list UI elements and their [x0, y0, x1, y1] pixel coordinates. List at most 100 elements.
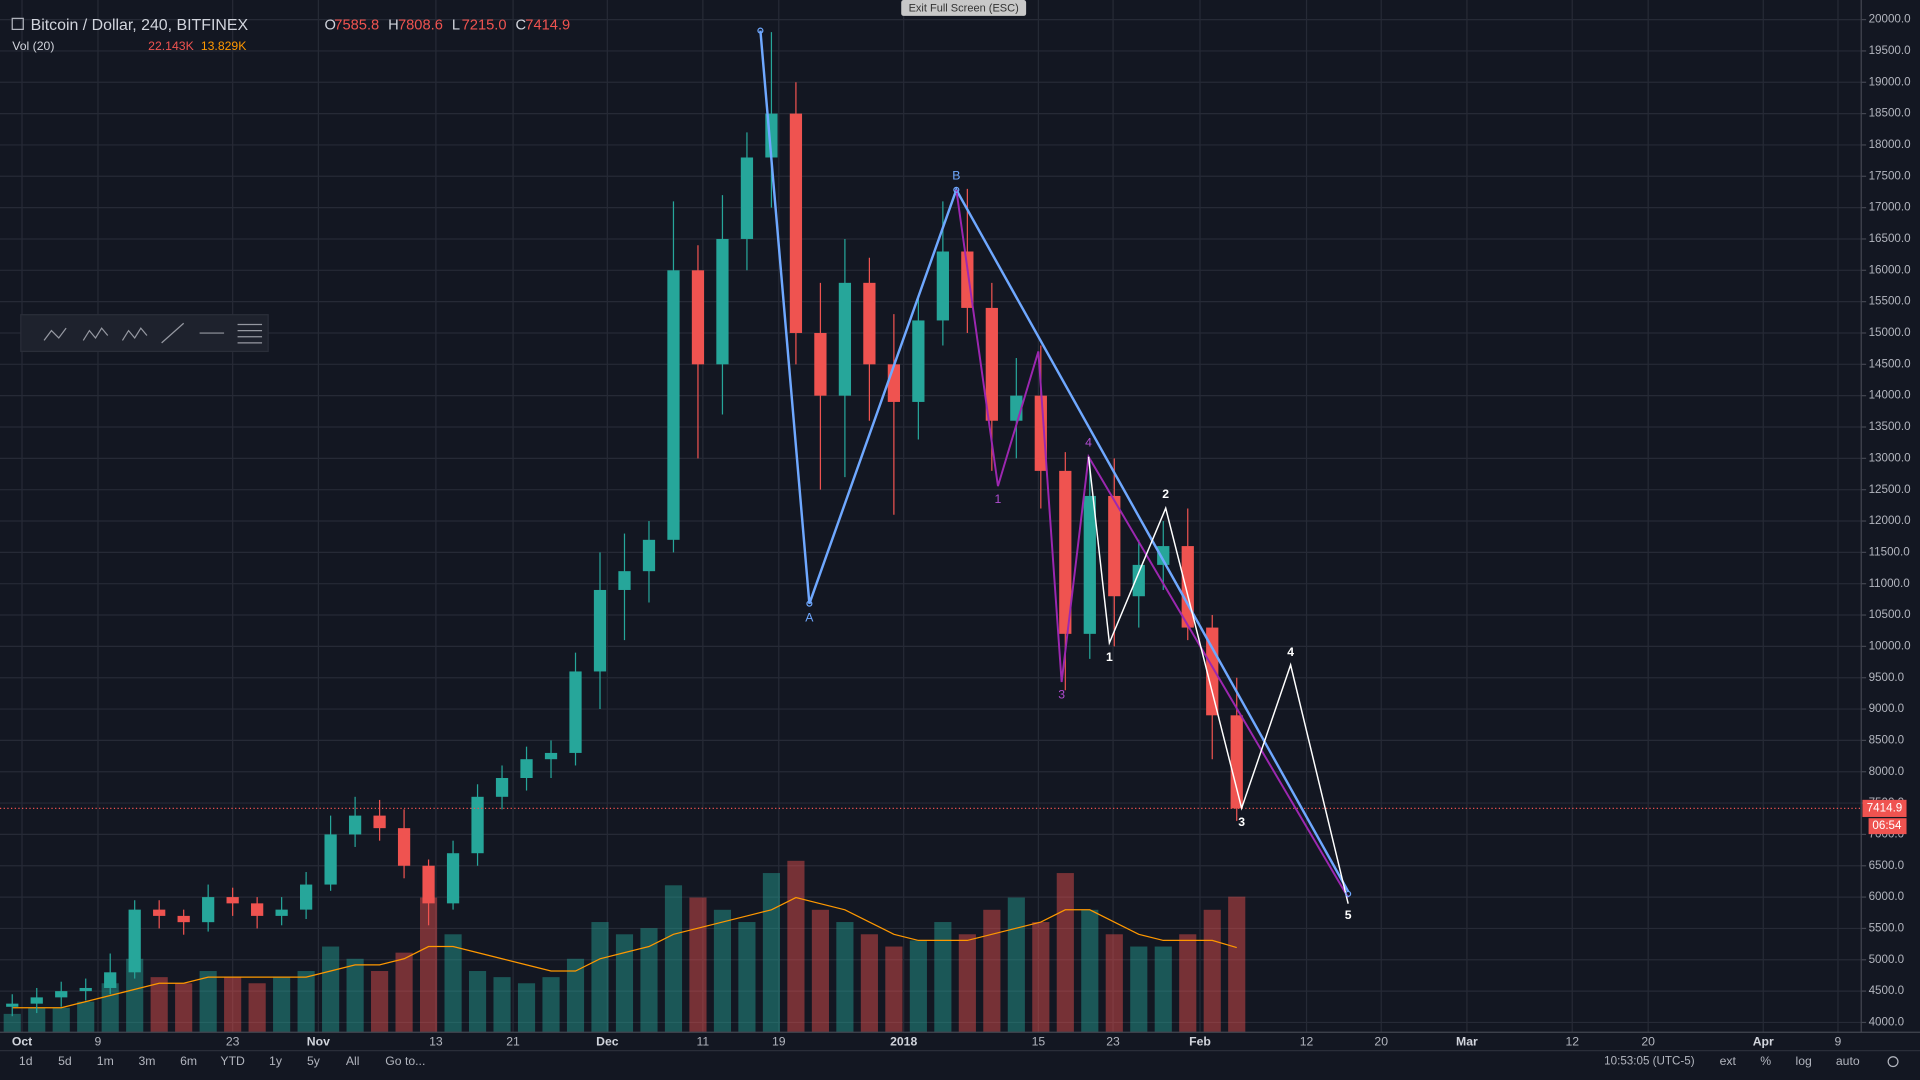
- option-button[interactable]: auto: [1836, 1054, 1860, 1068]
- axes: 4000.04500.05000.05500.06000.06500.07000…: [12, 13, 1911, 1049]
- wave-label: B: [952, 169, 960, 183]
- option-button[interactable]: log: [1796, 1054, 1813, 1068]
- y-tick-label: 9000.0: [1869, 702, 1905, 715]
- range-button[interactable]: 1m: [97, 1054, 114, 1068]
- x-tick-label: 11: [697, 1034, 710, 1048]
- range-button[interactable]: 5d: [58, 1054, 72, 1068]
- ohlc-value: 7808.6: [398, 18, 443, 34]
- y-tick-label: 10000.0: [1869, 639, 1912, 652]
- y-tick-label: 8500.0: [1869, 733, 1905, 746]
- volume-bar: [615, 934, 634, 1033]
- candle-body: [593, 589, 607, 672]
- candle-body: [936, 251, 949, 321]
- wave-label: 4: [1287, 645, 1294, 659]
- candle-body: [55, 991, 68, 998]
- tool-line[interactable]: [161, 322, 185, 344]
- x-tick-label: 2018: [890, 1034, 917, 1048]
- volume-pane: [3, 860, 1246, 1033]
- volume-bar: [1228, 896, 1246, 1033]
- volume-bar: [77, 1001, 95, 1033]
- x-tick-label: 12: [1565, 1034, 1579, 1048]
- candle-body: [814, 332, 827, 396]
- volume-bar: [542, 977, 560, 1033]
- y-tick-label: 11500.0: [1869, 545, 1911, 558]
- candle-body: [544, 752, 558, 760]
- purple-wave[interactable]: [955, 189, 1350, 899]
- ohlc-key: C: [516, 18, 527, 34]
- candle-body: [373, 815, 386, 829]
- volume-bar: [983, 909, 1001, 1033]
- bottom-toolbar: 1d 5d 1m 3m 6m YTD 1y 5y All Go to... 10:53:05 (UT…: [19, 1054, 1899, 1068]
- candle-body: [716, 238, 729, 365]
- x-tick-label: 9: [1835, 1034, 1842, 1048]
- ohlc-key: O: [324, 18, 335, 34]
- settings-icon[interactable]: [1887, 1056, 1899, 1068]
- indicator-name[interactable]: Vol (20): [12, 39, 54, 53]
- candle-body: [740, 157, 754, 239]
- wave-label: 2: [1162, 487, 1169, 501]
- collapse-icon[interactable]: [11, 17, 24, 30]
- volume-bar: [664, 885, 683, 1033]
- candle-body: [422, 865, 435, 904]
- volume-bar: [3, 1013, 21, 1033]
- grid: [0, 0, 1862, 1033]
- exit-text[interactable]: Exit Full Screen (ESC): [909, 2, 1019, 14]
- volume-bar: [28, 1007, 46, 1033]
- countdown-box: [1868, 818, 1907, 835]
- tool-impulse[interactable]: [121, 327, 148, 341]
- volume-bar: [248, 983, 266, 1033]
- ohlc-value: 7414.9: [525, 18, 570, 34]
- candle-body: [1206, 627, 1219, 716]
- wave-label: 3: [1238, 815, 1245, 829]
- volume-bar: [517, 983, 536, 1033]
- candle-body: [446, 853, 460, 904]
- x-tick-label: Mar: [1456, 1034, 1478, 1048]
- white-wave[interactable]: [1087, 456, 1349, 904]
- option-button[interactable]: %: [1760, 1054, 1771, 1068]
- wave-label: 5: [1345, 908, 1352, 922]
- option-button[interactable]: ext: [1720, 1054, 1737, 1068]
- range-button[interactable]: 1d: [19, 1054, 33, 1068]
- last-price-box: [1862, 799, 1907, 817]
- range-button[interactable]: 6m: [180, 1054, 197, 1068]
- wave-label: 3: [1058, 688, 1065, 702]
- candle-body: [300, 884, 313, 910]
- y-tick-label: 6000.0: [1869, 890, 1905, 903]
- volume-bar: [738, 922, 756, 1033]
- volume-bar: [322, 946, 340, 1033]
- range-button[interactable]: 3m: [138, 1054, 155, 1068]
- volume-bar: [126, 958, 144, 1033]
- tool-abcde[interactable]: [82, 327, 109, 341]
- wave-label: 1: [995, 492, 1002, 506]
- symbol-title[interactable]: Bitcoin / Dollar, 240, BITFINEX: [31, 17, 249, 34]
- y-tick-label: 20000.0: [1869, 13, 1912, 26]
- volume-bar: [811, 909, 829, 1033]
- candle-body: [275, 909, 288, 916]
- volume-bar: [1032, 922, 1050, 1033]
- candle-body: [153, 909, 166, 916]
- candle-body: [691, 270, 705, 365]
- candle-body: [348, 815, 362, 835]
- range-button[interactable]: All: [346, 1054, 360, 1068]
- x-tick-label: Oct: [12, 1034, 32, 1048]
- volume-bar: [199, 971, 217, 1033]
- tool-abc[interactable]: [43, 327, 67, 341]
- volume-bar: [395, 952, 413, 1033]
- y-tick-label: 16500.0: [1869, 232, 1912, 245]
- y-tick-label: 11000.0: [1869, 577, 1911, 590]
- exit-button[interactable]: [901, 0, 1027, 16]
- range-button[interactable]: YTD: [220, 1054, 245, 1068]
- wave-label: A: [805, 611, 814, 625]
- volume-bar: [493, 977, 511, 1033]
- range-button[interactable]: 1y: [269, 1054, 283, 1068]
- range-button[interactable]: Go to...: [385, 1054, 425, 1068]
- y-tick-label: 13500.0: [1869, 420, 1912, 433]
- candle-body: [1108, 495, 1121, 597]
- volume-bar: [885, 946, 903, 1033]
- range-button[interactable]: 5y: [307, 1054, 321, 1068]
- candle-body: [104, 972, 117, 988]
- countdown-label: 06:54: [1872, 819, 1902, 832]
- candle-body: [520, 759, 533, 779]
